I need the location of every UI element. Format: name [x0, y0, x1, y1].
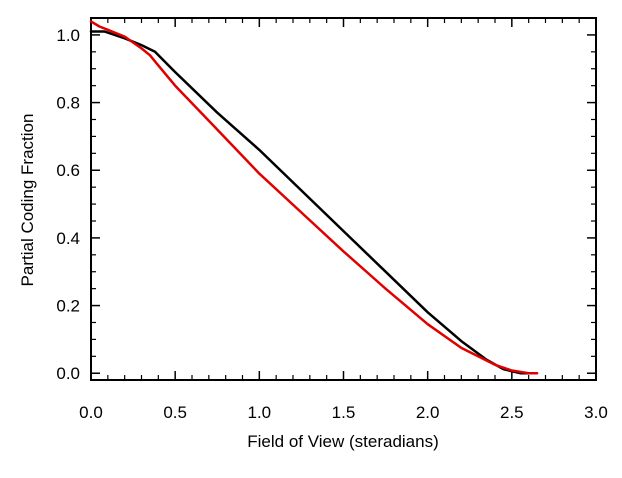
y-tick-label: 0.0 — [56, 364, 80, 383]
y-tick-label: 0.8 — [56, 94, 80, 113]
x-tick-labels: 0.0 0.5 1.0 1.5 2.0 2.5 3.0 — [79, 403, 608, 422]
x-tick-label: 3.0 — [584, 403, 608, 422]
x-tick-label: 2.5 — [500, 403, 524, 422]
plot-frame — [90, 17, 597, 381]
series-layer — [89, 20, 539, 375]
x-tick-label: 0.5 — [163, 403, 187, 422]
x-tick-label: 0.0 — [79, 403, 103, 422]
x-tick-label: 1.5 — [332, 403, 356, 422]
tick-marks — [90, 17, 597, 380]
x-axis-label: Field of View (steradians) — [247, 432, 439, 451]
x-tick-label: 1.0 — [248, 403, 272, 422]
series-line-1 — [89, 30, 534, 375]
y-tick-label: 0.4 — [56, 229, 80, 248]
y-axis-label: Partial Coding Fraction — [18, 114, 37, 287]
y-tick-label: 0.6 — [56, 161, 80, 180]
y-tick-label: 0.2 — [56, 297, 80, 316]
series-line-2 — [89, 20, 539, 375]
y-tick-labels: 0.0 0.2 0.4 0.6 0.8 1.0 — [56, 26, 80, 383]
y-tick-label: 1.0 — [56, 26, 80, 45]
x-tick-label: 2.0 — [416, 403, 440, 422]
